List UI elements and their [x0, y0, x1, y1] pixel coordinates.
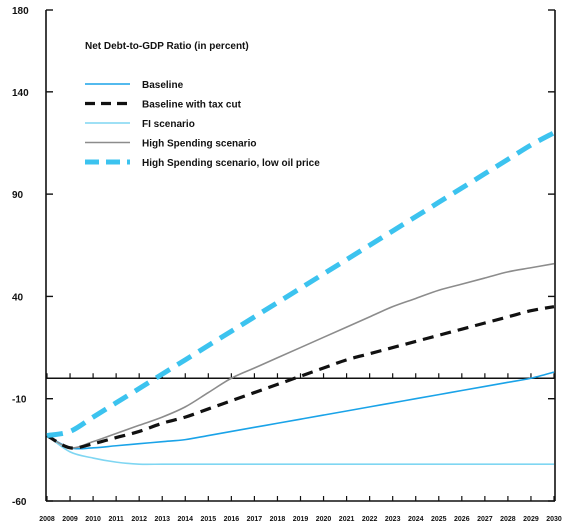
series-line-high-spending-scenario [46, 262, 555, 449]
x-tick-label: 2014 [177, 516, 193, 523]
series-line-high-spending-scenario-low-oil-price [46, 130, 556, 439]
x-tick-label: 2028 [500, 516, 516, 523]
chart-title: Net Debt-to-GDP Ratio (in percent) [85, 41, 249, 52]
x-tick-label: 2022 [362, 516, 378, 523]
x-tick-label: 2026 [454, 516, 470, 523]
legend-label: High Spending scenario [142, 139, 256, 150]
x-tick-label: 2019 [293, 516, 309, 523]
series-line-baseline-with-tax-cut [46, 305, 555, 450]
legend-label: High Spending scenario, low oil price [142, 158, 320, 169]
x-tick-label: 2010 [85, 516, 101, 523]
series-line-baseline [46, 371, 555, 450]
x-tick-label: 2012 [131, 516, 147, 523]
x-tick-label: 2018 [270, 516, 286, 523]
legend-label: Baseline [142, 80, 184, 91]
x-tick-label: 2025 [431, 516, 447, 523]
x-tick-label: 2008 [39, 516, 55, 523]
legend-label: FI scenario [142, 119, 195, 130]
x-tick-label: 2011 [109, 516, 124, 523]
x-tick-label: 2013 [154, 516, 170, 523]
y-tick-label: -60 [12, 497, 27, 508]
y-tick-label: 180 [12, 6, 29, 17]
x-tick-label: 2023 [385, 516, 401, 523]
x-tick-label: 2020 [316, 516, 332, 523]
y-tick-label: -10 [12, 395, 27, 406]
series-line-fi-scenario [46, 434, 554, 466]
x-tick-label: 2027 [477, 516, 493, 523]
x-tick-label: 2024 [408, 516, 424, 523]
legend: Net Debt-to-GDP Ratio (in percent) Basel… [85, 41, 320, 169]
y-tick-label: 140 [12, 88, 29, 99]
x-tick-label: 2009 [62, 516, 78, 523]
y-tick-label: 90 [12, 190, 24, 201]
x-tick-label: 2016 [224, 516, 240, 523]
x-tick-label: 2021 [339, 516, 355, 523]
legend-label: Baseline with tax cut [142, 100, 242, 111]
series-lines [46, 130, 556, 466]
y-axis: 180 140 90 40 -10 -60 [12, 6, 555, 508]
x-tick-label: 2015 [201, 516, 217, 523]
x-tick-label: 2030 [546, 516, 562, 523]
legend-items: Baseline Baseline with tax cut FI scenario… [85, 80, 320, 169]
x-tick-label: 2017 [247, 516, 263, 523]
y-tick-label: 40 [12, 292, 24, 303]
x-tick-label: 2029 [523, 516, 539, 523]
x-axis: 2008 2009 2010 2011 2012 2013 2014 2015 2016 2017… [39, 496, 562, 523]
